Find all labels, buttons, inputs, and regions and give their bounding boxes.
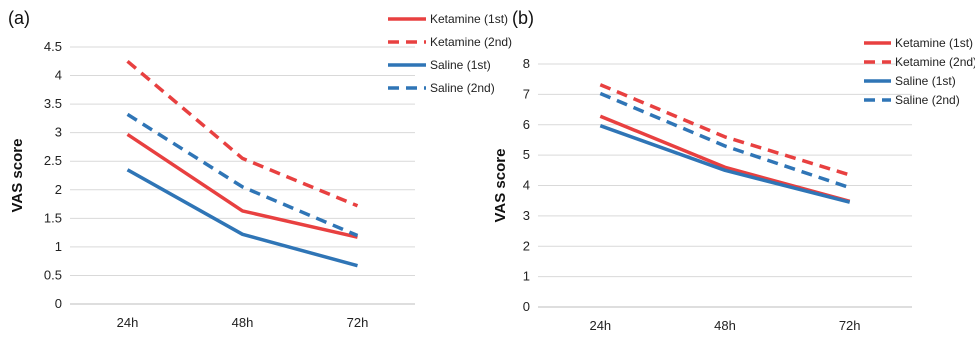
panel-a-ytick-label: 1.5 (44, 210, 62, 225)
panel-a-xtick-label: 48h (232, 315, 254, 330)
panel-a-ytick-label: 2 (55, 182, 62, 197)
panel-a-series-line-3 (126, 168, 358, 268)
panel-a-series-line-4 (126, 112, 359, 238)
panel-b-ytick-label: 1 (523, 269, 530, 284)
panel-b-ytick-label: 7 (523, 86, 530, 101)
panel-b-xtick-label: 24h (589, 318, 611, 333)
panel-a-series-line-1 (126, 132, 358, 239)
panel-b-series-line-1 (599, 114, 851, 203)
panel-a-ylabel: VAS score (9, 139, 26, 213)
panel-b-ytick-label: 4 (523, 178, 530, 193)
panel-b-legend-label: Saline (2nd) (895, 93, 960, 107)
panel-a-ytick-label: 2.5 (44, 153, 62, 168)
panel-b-ytick-label: 5 (523, 147, 530, 162)
panel-a-series-line-2 (126, 59, 359, 208)
panel-a-ytick-label: 0 (55, 296, 62, 311)
panel-a-legend-label: Ketamine (1st) (430, 12, 508, 26)
panel-a-ytick-label: 3.5 (44, 96, 62, 111)
panel-a-label: (a) (8, 8, 30, 28)
panel-a-ytick-label: 4.5 (44, 39, 62, 54)
panel-b-legend-label: Ketamine (2nd) (895, 55, 975, 69)
panel-b-ytick-label: 2 (523, 238, 530, 253)
panel-b-ytick-label: 0 (523, 299, 530, 314)
panel-b-xtick-label: 48h (714, 318, 736, 333)
panel-a-legend-label: Saline (1st) (430, 58, 491, 72)
panel-b-xtick-label: 72h (839, 318, 861, 333)
panel-b-series-line-3 (599, 124, 851, 204)
panel-a-ytick-label: 3 (55, 125, 62, 140)
panel-b-legend-label: Saline (1st) (895, 74, 956, 88)
panel-b-ylabel: VAS score (492, 149, 509, 223)
panel-b-ytick-label: 6 (523, 117, 530, 132)
panel-b-label: (b) (512, 8, 534, 28)
panel-b-series-line-2 (599, 83, 851, 177)
panel-a-ytick-label: 4 (55, 68, 62, 83)
panel-a-xtick-label: 24h (117, 315, 139, 330)
panel-a-ytick-label: 0.5 (44, 267, 62, 282)
panel-b-ytick-label: 8 (523, 56, 530, 71)
panel-b-legend-label: Ketamine (1st) (895, 36, 973, 50)
panel-a-legend-label: Ketamine (2nd) (430, 35, 512, 49)
panel-a-legend-label: Saline (2nd) (430, 81, 495, 95)
panel-b-series-line-4 (599, 91, 851, 190)
panel-a-xtick-label: 72h (347, 315, 369, 330)
panel-a-ytick-label: 1 (55, 239, 62, 254)
panel-b-ytick-label: 3 (523, 208, 530, 223)
